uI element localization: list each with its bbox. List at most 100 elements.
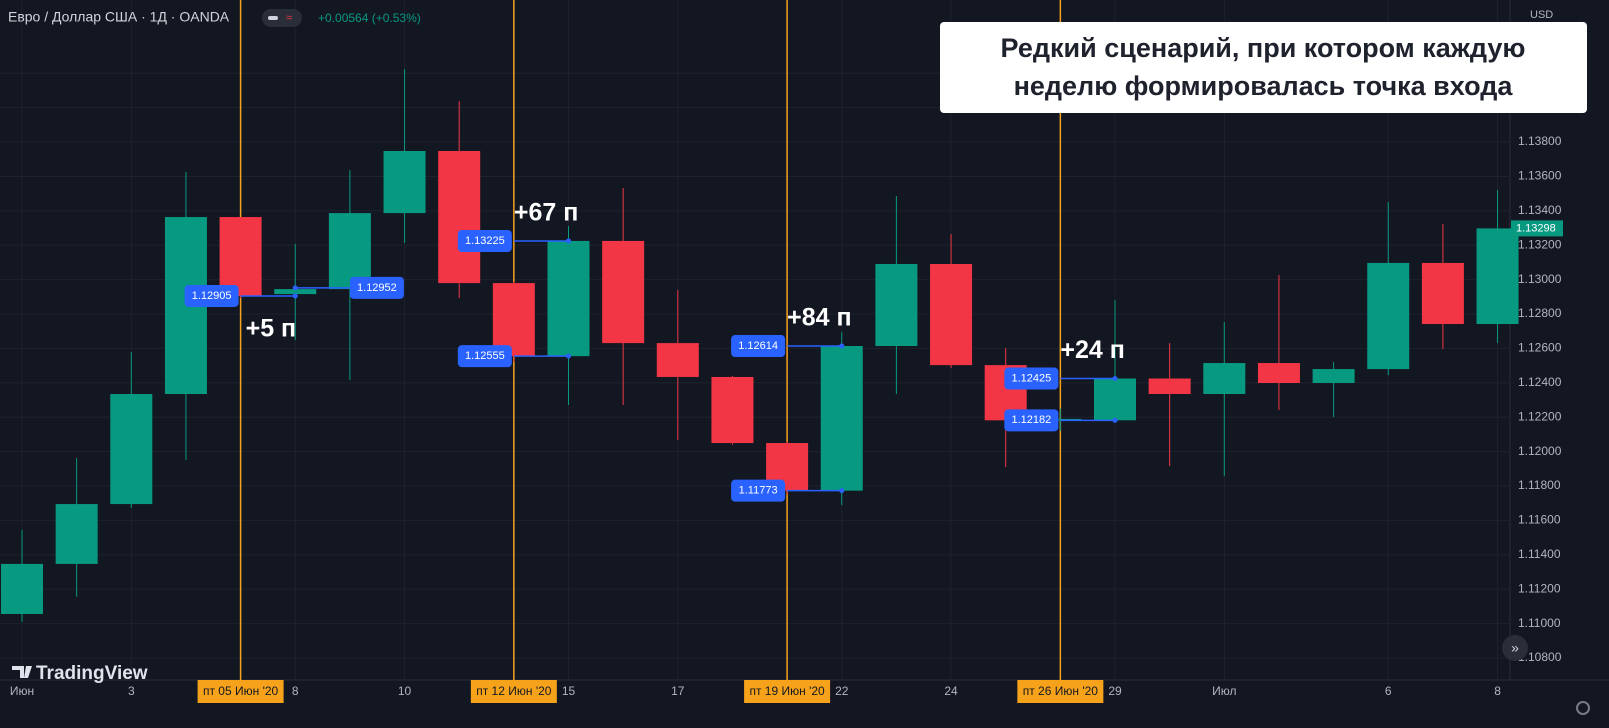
price-flag-label: 1.11773	[739, 485, 778, 497]
price-flag	[1004, 409, 1059, 432]
x-tick-label: 15	[562, 684, 576, 698]
candle-body	[110, 394, 153, 505]
annotation-text: неделю формировалась точка входа	[1014, 71, 1514, 101]
y-tick-label: 1.13200	[1518, 237, 1562, 251]
event-date-box	[470, 680, 557, 703]
event-date-box	[1017, 680, 1104, 703]
candle-body	[1094, 378, 1136, 421]
event-date-box	[744, 680, 831, 703]
y-tick-label: 1.11600	[1518, 513, 1561, 527]
candle-body	[1367, 262, 1410, 370]
price-flag-label: 1.13225	[465, 235, 505, 247]
y-tick-label: 1.12200	[1518, 409, 1562, 423]
trade-point	[292, 293, 298, 299]
candle-body	[1421, 262, 1464, 325]
candle-body	[1203, 363, 1246, 395]
trade-profit: +67 п	[514, 199, 578, 227]
price-flag	[731, 479, 786, 502]
y-tick-label: 1.13800	[1518, 134, 1562, 148]
candle-body	[1257, 363, 1300, 383]
candle-body	[328, 213, 371, 290]
logo: TradingView	[36, 663, 148, 684]
price-flag	[731, 335, 786, 358]
event-date-box	[197, 680, 284, 703]
trade-point	[839, 488, 845, 494]
event-date-label: пт 12 Июн '20	[476, 684, 552, 698]
y-tick-label: 1.13600	[1518, 169, 1562, 183]
trade-point	[1112, 417, 1118, 423]
y-tick-label: 1.11200	[1518, 581, 1561, 595]
trade-point	[1112, 376, 1118, 382]
candle-body	[656, 343, 699, 377]
candle-body	[820, 346, 863, 491]
candle-body	[438, 150, 481, 284]
x-tick-label: 22	[835, 684, 849, 698]
indicator-toggle[interactable]	[262, 9, 302, 27]
logo-icon	[12, 666, 32, 678]
candle-body	[55, 504, 98, 564]
icon: »	[1511, 640, 1519, 656]
x-tick-label: 3	[128, 684, 135, 698]
plot: 1.12905 1.12952 +5 п 1.12555 1.13225 +67 п 1.1…	[1, 0, 1519, 680]
x-tick-label: Июн	[10, 684, 34, 698]
candle-body	[547, 240, 590, 357]
scroll-button[interactable]	[1502, 635, 1528, 661]
price-flag	[457, 229, 512, 252]
candle-body	[274, 289, 317, 295]
icon: ≈	[286, 12, 292, 24]
price-flag-label: 1.12555	[465, 350, 505, 362]
candle-body	[711, 376, 754, 444]
trade-point	[839, 343, 845, 349]
event-date-label: пт 26 Июн '20	[1023, 684, 1099, 698]
event-date-label: пт 19 Июн '20	[749, 684, 825, 698]
annotation-box	[940, 22, 1587, 113]
y-tick-label: 1.12800	[1518, 306, 1562, 320]
last-price-label: 1.13298	[1516, 222, 1556, 234]
y-tick-label: 1.12600	[1518, 341, 1562, 355]
price-flag-label: 1.12614	[738, 340, 778, 352]
price-flag	[457, 345, 512, 368]
currency[interactable]: USD	[1530, 9, 1553, 21]
x-tick-label: Июл	[1212, 684, 1236, 698]
trade-profit: +24 п	[1060, 336, 1124, 364]
y-tick-label: 1.10800	[1518, 650, 1562, 664]
candle-body	[219, 217, 262, 296]
price-flag-label: 1.12425	[1011, 372, 1051, 384]
x-tick-label: 24	[944, 684, 958, 698]
x-tick-label: 10	[398, 684, 412, 698]
x-tick-label: 29	[1108, 684, 1122, 698]
trade-point	[566, 238, 571, 244]
price-flag-label: 1.12182	[1011, 414, 1051, 426]
price-change: +0.00564 (+0.53%)	[318, 11, 421, 25]
trade-profit: +5 п	[246, 315, 297, 343]
y-tick-label: 1.13400	[1518, 203, 1562, 217]
candle-body	[602, 240, 645, 344]
candle-body	[875, 263, 918, 347]
price-flag	[1004, 367, 1059, 390]
event-date-label: пт 05 Июн '20	[203, 684, 279, 698]
price-flag	[184, 284, 239, 307]
x-tick-label: 8	[292, 684, 299, 698]
price-flag	[349, 276, 404, 299]
candle-body	[1476, 228, 1519, 325]
y-tick-label: 1.12400	[1518, 375, 1562, 389]
candle-body	[1148, 378, 1191, 395]
candle-body	[1, 563, 43, 614]
annotation-text: Редкий сценарий, при котором каждую	[1001, 33, 1526, 63]
x-tick-label: 6	[1385, 684, 1392, 698]
candle-body	[492, 283, 535, 357]
icon	[268, 16, 278, 20]
y-tick-label: 1.11000	[1518, 616, 1561, 630]
symbol-title: Евро / Доллар США · 1Д · OANDA	[8, 9, 230, 25]
candle-body	[930, 263, 973, 366]
price-flag-label: 1.12952	[357, 282, 397, 294]
last-price-box	[1511, 220, 1563, 237]
y-tick-label: 1.12000	[1518, 444, 1562, 458]
settings-button[interactable]	[1576, 701, 1590, 715]
x-tick-label: 17	[671, 684, 685, 698]
y-tick-label: 1.11800	[1518, 478, 1561, 492]
x-tick-label: 8	[1494, 684, 1501, 698]
